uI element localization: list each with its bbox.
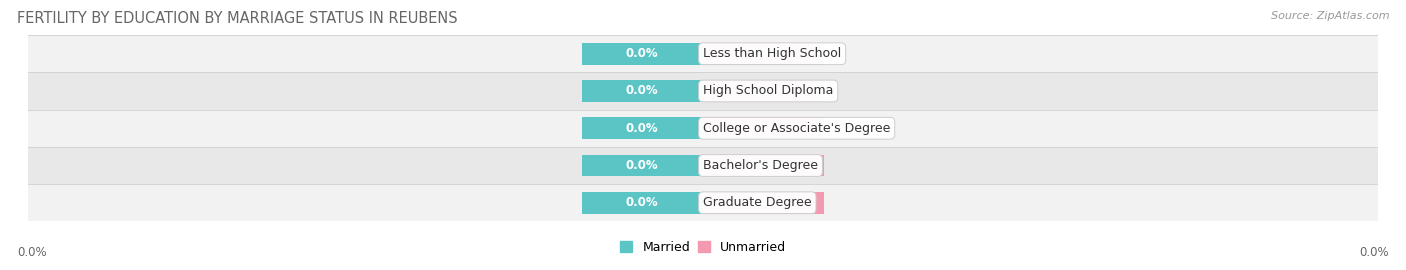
Bar — [703, 192, 824, 214]
Text: 0.0%: 0.0% — [748, 196, 780, 209]
Bar — [28, 35, 1378, 72]
Text: 0.0%: 0.0% — [748, 47, 780, 60]
Bar — [28, 147, 1378, 184]
Bar — [582, 155, 703, 176]
Text: 0.0%: 0.0% — [748, 85, 780, 97]
Bar — [582, 80, 703, 102]
Bar — [28, 110, 1378, 147]
Text: College or Associate's Degree: College or Associate's Degree — [703, 122, 890, 135]
Bar — [582, 43, 703, 65]
Text: Graduate Degree: Graduate Degree — [703, 196, 811, 209]
Bar — [703, 80, 824, 102]
Text: 0.0%: 0.0% — [1360, 246, 1389, 259]
Text: 0.0%: 0.0% — [626, 196, 658, 209]
Bar — [703, 43, 824, 65]
Text: 0.0%: 0.0% — [748, 122, 780, 135]
Bar — [703, 117, 824, 139]
Bar — [582, 192, 703, 214]
Legend: Married, Unmarried: Married, Unmarried — [617, 238, 789, 256]
Text: Less than High School: Less than High School — [703, 47, 841, 60]
Text: 0.0%: 0.0% — [17, 246, 46, 259]
Text: 0.0%: 0.0% — [626, 159, 658, 172]
Bar — [28, 184, 1378, 221]
Text: 0.0%: 0.0% — [626, 122, 658, 135]
Text: Source: ZipAtlas.com: Source: ZipAtlas.com — [1271, 11, 1389, 21]
Text: Bachelor's Degree: Bachelor's Degree — [703, 159, 818, 172]
Text: FERTILITY BY EDUCATION BY MARRIAGE STATUS IN REUBENS: FERTILITY BY EDUCATION BY MARRIAGE STATU… — [17, 11, 457, 26]
Text: 0.0%: 0.0% — [626, 47, 658, 60]
Bar — [582, 117, 703, 139]
Text: High School Diploma: High School Diploma — [703, 85, 834, 97]
Bar — [28, 72, 1378, 110]
Text: 0.0%: 0.0% — [626, 85, 658, 97]
Text: 0.0%: 0.0% — [748, 159, 780, 172]
Bar — [703, 155, 824, 176]
